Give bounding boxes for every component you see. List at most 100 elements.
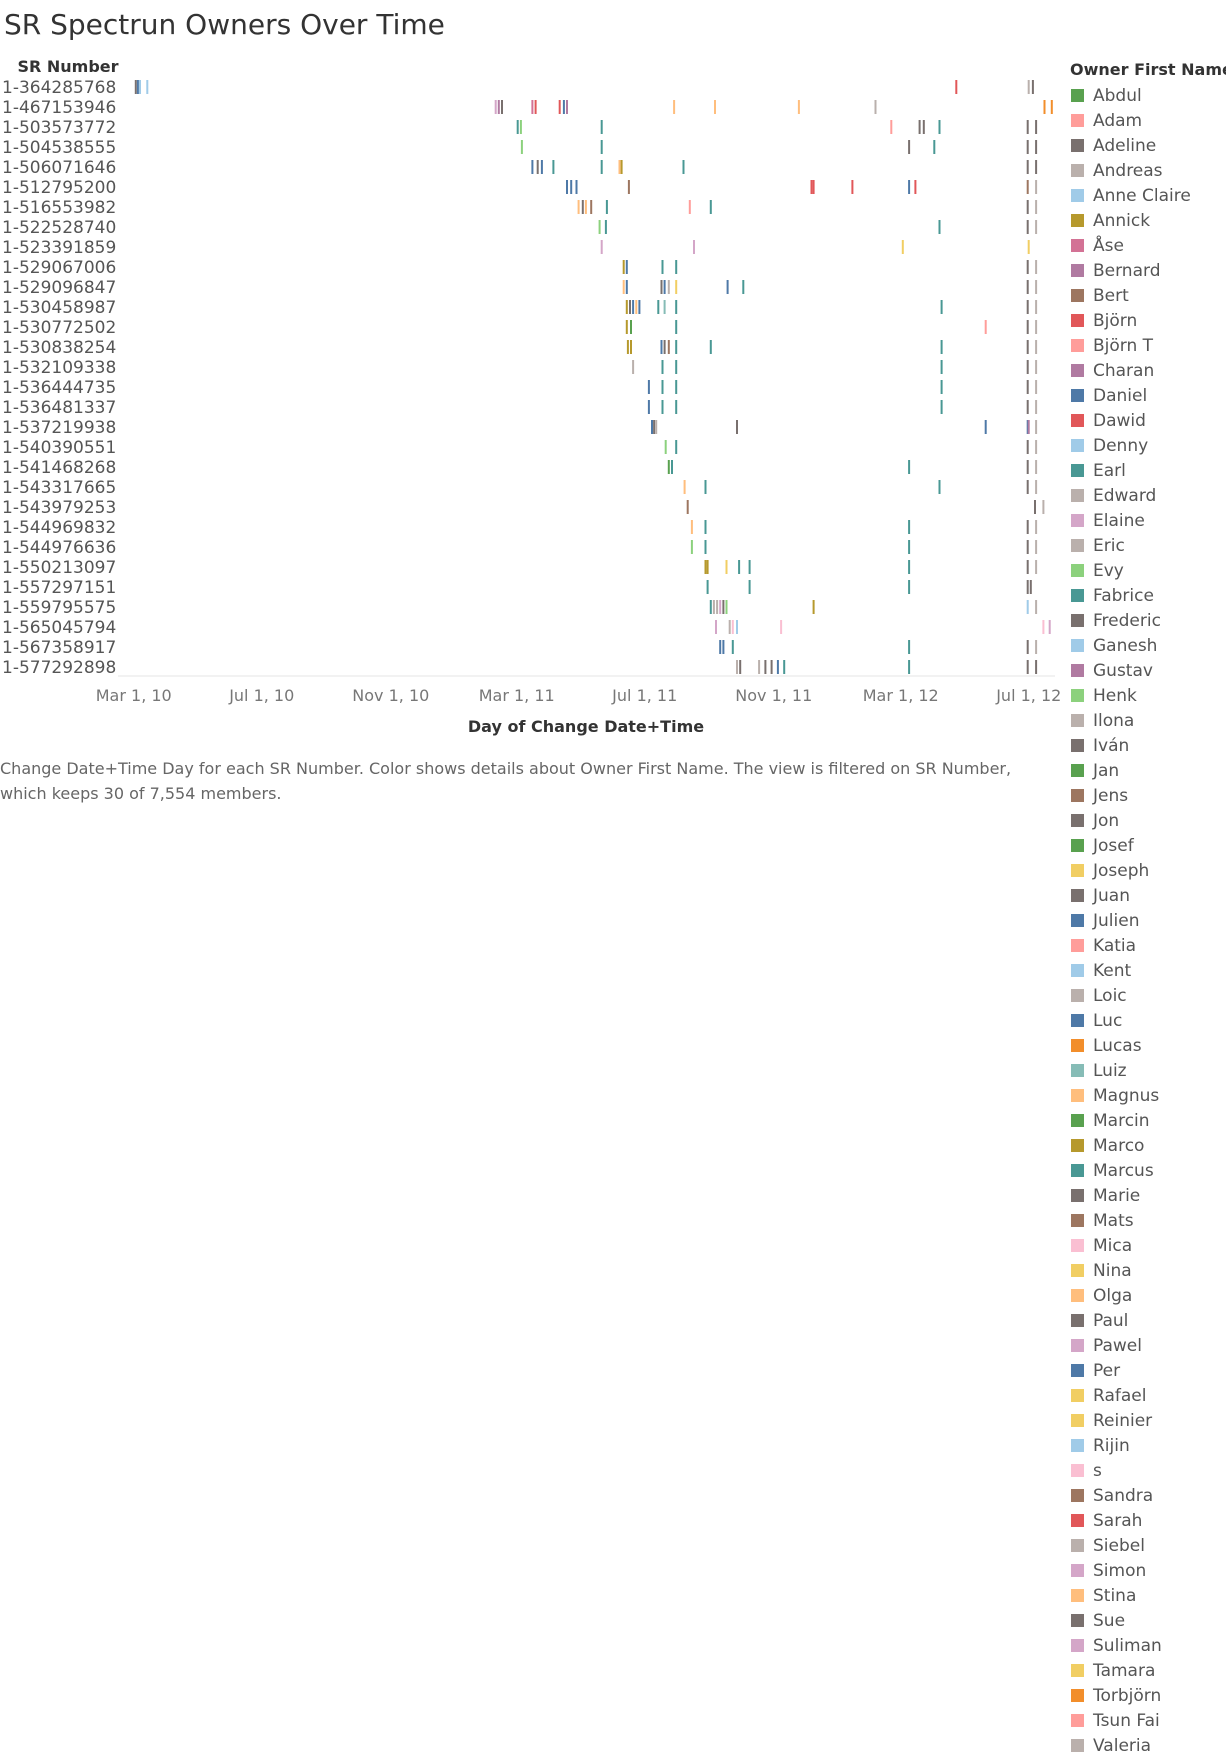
legend-item[interactable]: Fabrice bbox=[1068, 583, 1226, 608]
legend-item[interactable]: Rijin bbox=[1068, 1433, 1226, 1458]
legend-item[interactable]: Torbjörn bbox=[1068, 1683, 1226, 1708]
legend-item[interactable]: Eric bbox=[1068, 533, 1226, 558]
legend-item[interactable]: Marcin bbox=[1068, 1108, 1226, 1133]
legend-item[interactable]: Olga bbox=[1068, 1283, 1226, 1308]
legend-item[interactable]: Jens bbox=[1068, 783, 1226, 808]
legend-item[interactable]: Denny bbox=[1068, 433, 1226, 458]
legend-item[interactable]: Adam bbox=[1068, 108, 1226, 133]
legend-item[interactable]: Björn bbox=[1068, 308, 1226, 333]
legend-item[interactable]: Jon bbox=[1068, 808, 1226, 833]
legend-item[interactable]: Stina bbox=[1068, 1583, 1226, 1608]
legend-swatch bbox=[1071, 589, 1084, 602]
legend-item[interactable]: Marcus bbox=[1068, 1158, 1226, 1183]
legend-item[interactable]: Lucas bbox=[1068, 1033, 1226, 1058]
legend-item[interactable]: Gustav bbox=[1068, 658, 1226, 683]
legend-item[interactable]: Dawid bbox=[1068, 408, 1226, 433]
legend-item[interactable]: Reinier bbox=[1068, 1408, 1226, 1433]
legend-item[interactable]: Sue bbox=[1068, 1608, 1226, 1633]
gantt-mark bbox=[748, 560, 751, 574]
legend-item[interactable]: Anne Claire bbox=[1068, 183, 1226, 208]
legend-item[interactable]: Josef bbox=[1068, 833, 1226, 858]
legend-item[interactable]: Iván bbox=[1068, 733, 1226, 758]
legend-item[interactable]: Sandra bbox=[1068, 1483, 1226, 1508]
legend-item[interactable]: Frederic bbox=[1068, 608, 1226, 633]
legend-item[interactable]: Åse bbox=[1068, 233, 1226, 258]
legend-item[interactable]: Loic bbox=[1068, 983, 1226, 1008]
legend-label: Lucas bbox=[1093, 1035, 1142, 1056]
legend-item[interactable]: Siebel bbox=[1068, 1533, 1226, 1558]
legend-item[interactable]: Juan bbox=[1068, 883, 1226, 908]
legend-item[interactable]: s bbox=[1068, 1458, 1226, 1483]
gantt-mark bbox=[632, 300, 635, 314]
x-tick-label: Jul 1, 10 bbox=[228, 686, 294, 705]
legend-swatch bbox=[1071, 814, 1084, 827]
legend-item[interactable]: Jan bbox=[1068, 758, 1226, 783]
legend-item[interactable]: Pawel bbox=[1068, 1333, 1226, 1358]
legend-label: Stina bbox=[1093, 1585, 1137, 1606]
legend-item[interactable]: Nina bbox=[1068, 1258, 1226, 1283]
gantt-mark bbox=[604, 220, 607, 234]
legend-item[interactable]: Marco bbox=[1068, 1133, 1226, 1158]
legend-item[interactable]: Katia bbox=[1068, 933, 1226, 958]
legend-item[interactable]: Mats bbox=[1068, 1208, 1226, 1233]
legend-item[interactable]: Bernard bbox=[1068, 258, 1226, 283]
legend-item[interactable]: Daniel bbox=[1068, 383, 1226, 408]
gantt-mark bbox=[562, 100, 565, 114]
legend-item[interactable]: Charan bbox=[1068, 358, 1226, 383]
legend-item[interactable]: Henk bbox=[1068, 683, 1226, 708]
legend-item[interactable]: Ilona bbox=[1068, 708, 1226, 733]
legend-item[interactable]: Valeria bbox=[1068, 1733, 1226, 1758]
legend-item[interactable]: Luc bbox=[1068, 1008, 1226, 1033]
legend-item[interactable]: Abdul bbox=[1068, 83, 1226, 108]
gantt-mark bbox=[908, 560, 911, 574]
gantt-mark bbox=[706, 560, 709, 574]
gantt-mark bbox=[709, 340, 712, 354]
legend-item[interactable]: Rafael bbox=[1068, 1383, 1226, 1408]
gantt-mark bbox=[1035, 420, 1038, 434]
gantt-mark bbox=[1026, 360, 1029, 374]
legend-item[interactable]: Simon bbox=[1068, 1558, 1226, 1583]
legend-item[interactable]: Joseph bbox=[1068, 858, 1226, 883]
legend-item[interactable]: Mica bbox=[1068, 1233, 1226, 1258]
gantt-mark bbox=[626, 340, 629, 354]
legend-item[interactable]: Björn T bbox=[1068, 333, 1226, 358]
legend-item[interactable]: Earl bbox=[1068, 458, 1226, 483]
legend-item[interactable]: Magnus bbox=[1068, 1083, 1226, 1108]
legend-item[interactable]: Per bbox=[1068, 1358, 1226, 1383]
gantt-mark bbox=[667, 340, 670, 354]
legend-swatch bbox=[1071, 114, 1084, 127]
gantt-mark bbox=[728, 620, 731, 634]
legend-label: Nina bbox=[1093, 1260, 1132, 1281]
legend-item[interactable]: Tamara bbox=[1068, 1658, 1226, 1683]
gantt-mark bbox=[1035, 460, 1038, 474]
legend-swatch bbox=[1071, 1114, 1084, 1127]
legend-item[interactable]: Bert bbox=[1068, 283, 1226, 308]
gantt-mark bbox=[1035, 380, 1038, 394]
legend-item[interactable]: Paul bbox=[1068, 1308, 1226, 1333]
y-tick-label: 1-544976636 bbox=[2, 538, 116, 558]
legend-item[interactable]: Sarah bbox=[1068, 1508, 1226, 1533]
gantt-mark bbox=[783, 660, 786, 674]
legend-item[interactable]: Julien bbox=[1068, 908, 1226, 933]
legend-item[interactable]: Suliman bbox=[1068, 1633, 1226, 1658]
legend-item[interactable]: Edward bbox=[1068, 483, 1226, 508]
legend-item[interactable]: Ganesh bbox=[1068, 633, 1226, 658]
legend-label: Marcin bbox=[1093, 1110, 1150, 1131]
legend-item[interactable]: Luiz bbox=[1068, 1058, 1226, 1083]
legend-label: Katia bbox=[1093, 935, 1137, 956]
legend-item[interactable]: Adeline bbox=[1068, 133, 1226, 158]
legend-item[interactable]: Tsun Fai bbox=[1068, 1708, 1226, 1733]
legend-item[interactable]: Elaine bbox=[1068, 508, 1226, 533]
gantt-mark bbox=[1026, 220, 1029, 234]
legend-item[interactable]: Kent bbox=[1068, 958, 1226, 983]
legend-item[interactable]: Annick bbox=[1068, 208, 1226, 233]
legend-swatch bbox=[1071, 789, 1084, 802]
legend-item[interactable]: Andreas bbox=[1068, 158, 1226, 183]
legend-item[interactable]: Marie bbox=[1068, 1183, 1226, 1208]
legend-item[interactable]: Evy bbox=[1068, 558, 1226, 583]
legend-swatch bbox=[1071, 1489, 1084, 1502]
legend-swatch bbox=[1071, 714, 1084, 727]
y-tick-label: 1-506071646 bbox=[2, 158, 116, 178]
x-tick-label: Jul 1, 11 bbox=[611, 686, 677, 705]
legend-label: Rafael bbox=[1093, 1385, 1147, 1406]
